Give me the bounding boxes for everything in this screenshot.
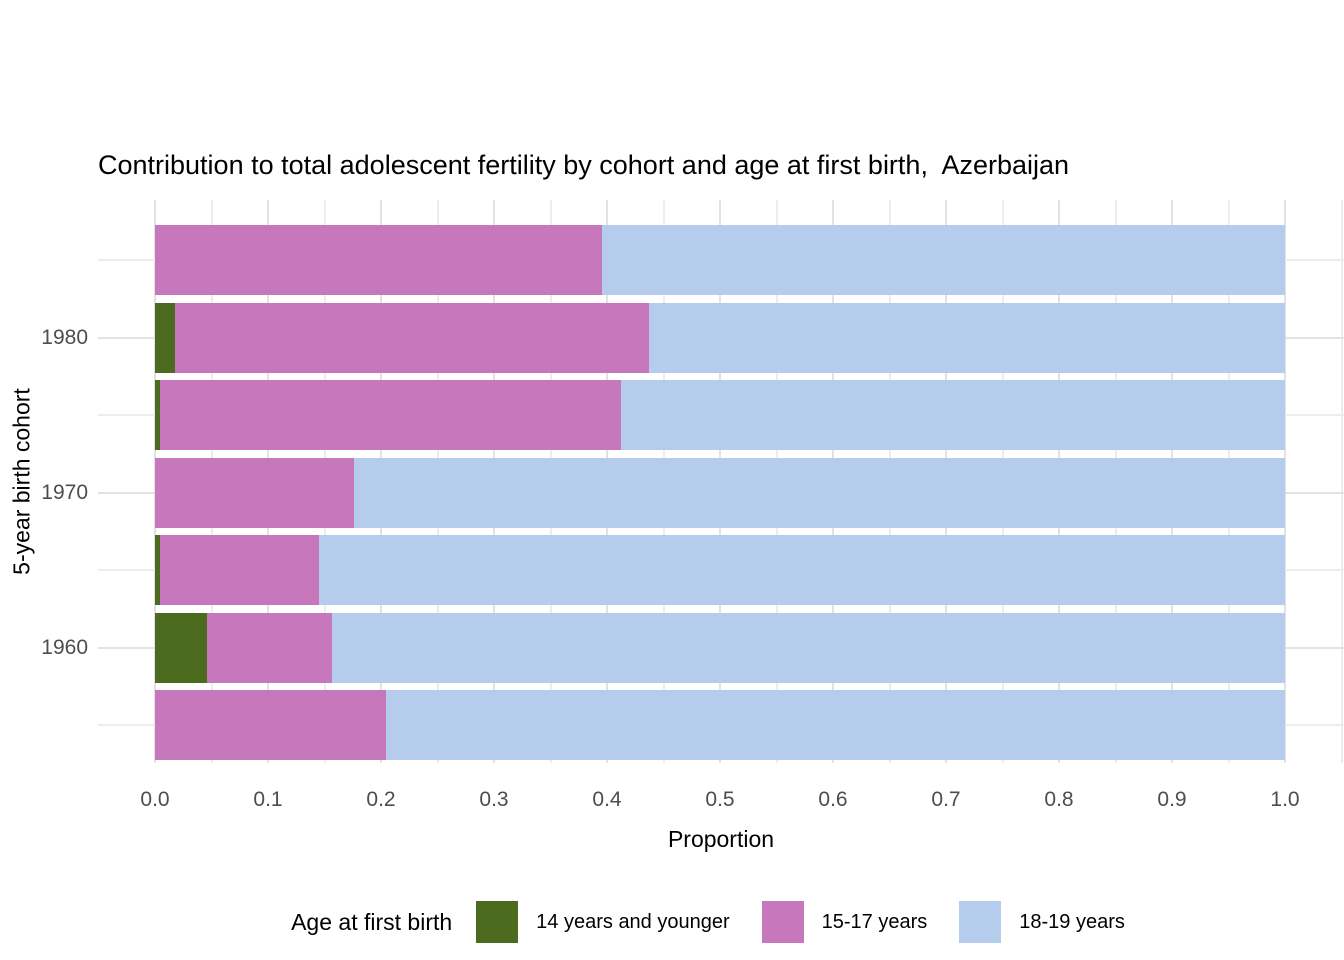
bar-segment xyxy=(159,380,621,451)
bar-segment xyxy=(318,535,1285,606)
x-tick-label: 0.0 xyxy=(140,788,170,811)
bar-row xyxy=(155,690,1285,761)
bar-row xyxy=(155,612,1285,683)
plot-panel xyxy=(98,200,1344,763)
legend-item: 15-17 years xyxy=(761,901,954,943)
legend-item-label: 15-17 years xyxy=(821,910,928,933)
bar-segment xyxy=(332,612,1285,683)
bar-row xyxy=(155,302,1285,373)
legend-item-label: 18-19 years xyxy=(1019,910,1125,933)
bar-segment xyxy=(155,225,603,296)
bar-segment xyxy=(620,380,1285,451)
chart-title: Contribution to total adolescent fertili… xyxy=(98,150,1070,180)
bar-segment xyxy=(155,302,176,373)
bar-segment xyxy=(155,535,160,606)
x-tick-label: 1.0 xyxy=(1270,788,1300,811)
legend-title: Age at first birth xyxy=(291,908,453,935)
bar-segment xyxy=(159,535,319,606)
x-tick-label: 0.1 xyxy=(253,788,283,811)
bar-row xyxy=(155,457,1285,528)
bar-segment xyxy=(353,457,1285,528)
y-tick-label: 1970 xyxy=(41,481,88,505)
gridline-x-major xyxy=(1284,200,1286,763)
x-tick-label: 0.4 xyxy=(592,788,622,811)
bar-segment xyxy=(155,380,160,451)
x-tick-label: 0.7 xyxy=(931,788,961,811)
bar-segment xyxy=(385,690,1285,761)
legend: Age at first birth 14 years and younger 1… xyxy=(98,890,1344,954)
x-tick-label: 0.9 xyxy=(1157,788,1187,811)
x-axis-title: Proportion xyxy=(667,826,775,852)
legend-swatch xyxy=(761,901,804,943)
bar-row xyxy=(155,225,1285,296)
x-tick-label: 0.5 xyxy=(705,788,735,811)
legend-swatch xyxy=(959,901,1002,943)
gridline-x-minor xyxy=(1340,200,1343,763)
legend-item: 18-19 years xyxy=(959,901,1151,943)
bar-segment xyxy=(155,457,354,528)
x-tick-label: 0.6 xyxy=(818,788,848,811)
bar-segment xyxy=(648,302,1285,373)
x-tick-label: 0.8 xyxy=(1044,788,1074,811)
bar-segment xyxy=(155,612,207,683)
x-tick-label: 0.2 xyxy=(366,788,396,811)
bar-segment xyxy=(175,302,649,373)
y-tick-label: 1960 xyxy=(41,636,88,660)
bar-segment xyxy=(602,225,1285,296)
bar-row xyxy=(155,535,1285,606)
x-tick-label: 0.3 xyxy=(479,788,509,811)
legend-item: 14 years and younger xyxy=(476,901,755,943)
legend-swatch xyxy=(476,901,519,943)
bar-row xyxy=(155,380,1285,451)
y-tick-label: 1980 xyxy=(41,326,88,350)
bar-segment xyxy=(155,690,386,761)
legend-item-label: 14 years and younger xyxy=(536,910,730,933)
bar-segment xyxy=(206,612,333,683)
